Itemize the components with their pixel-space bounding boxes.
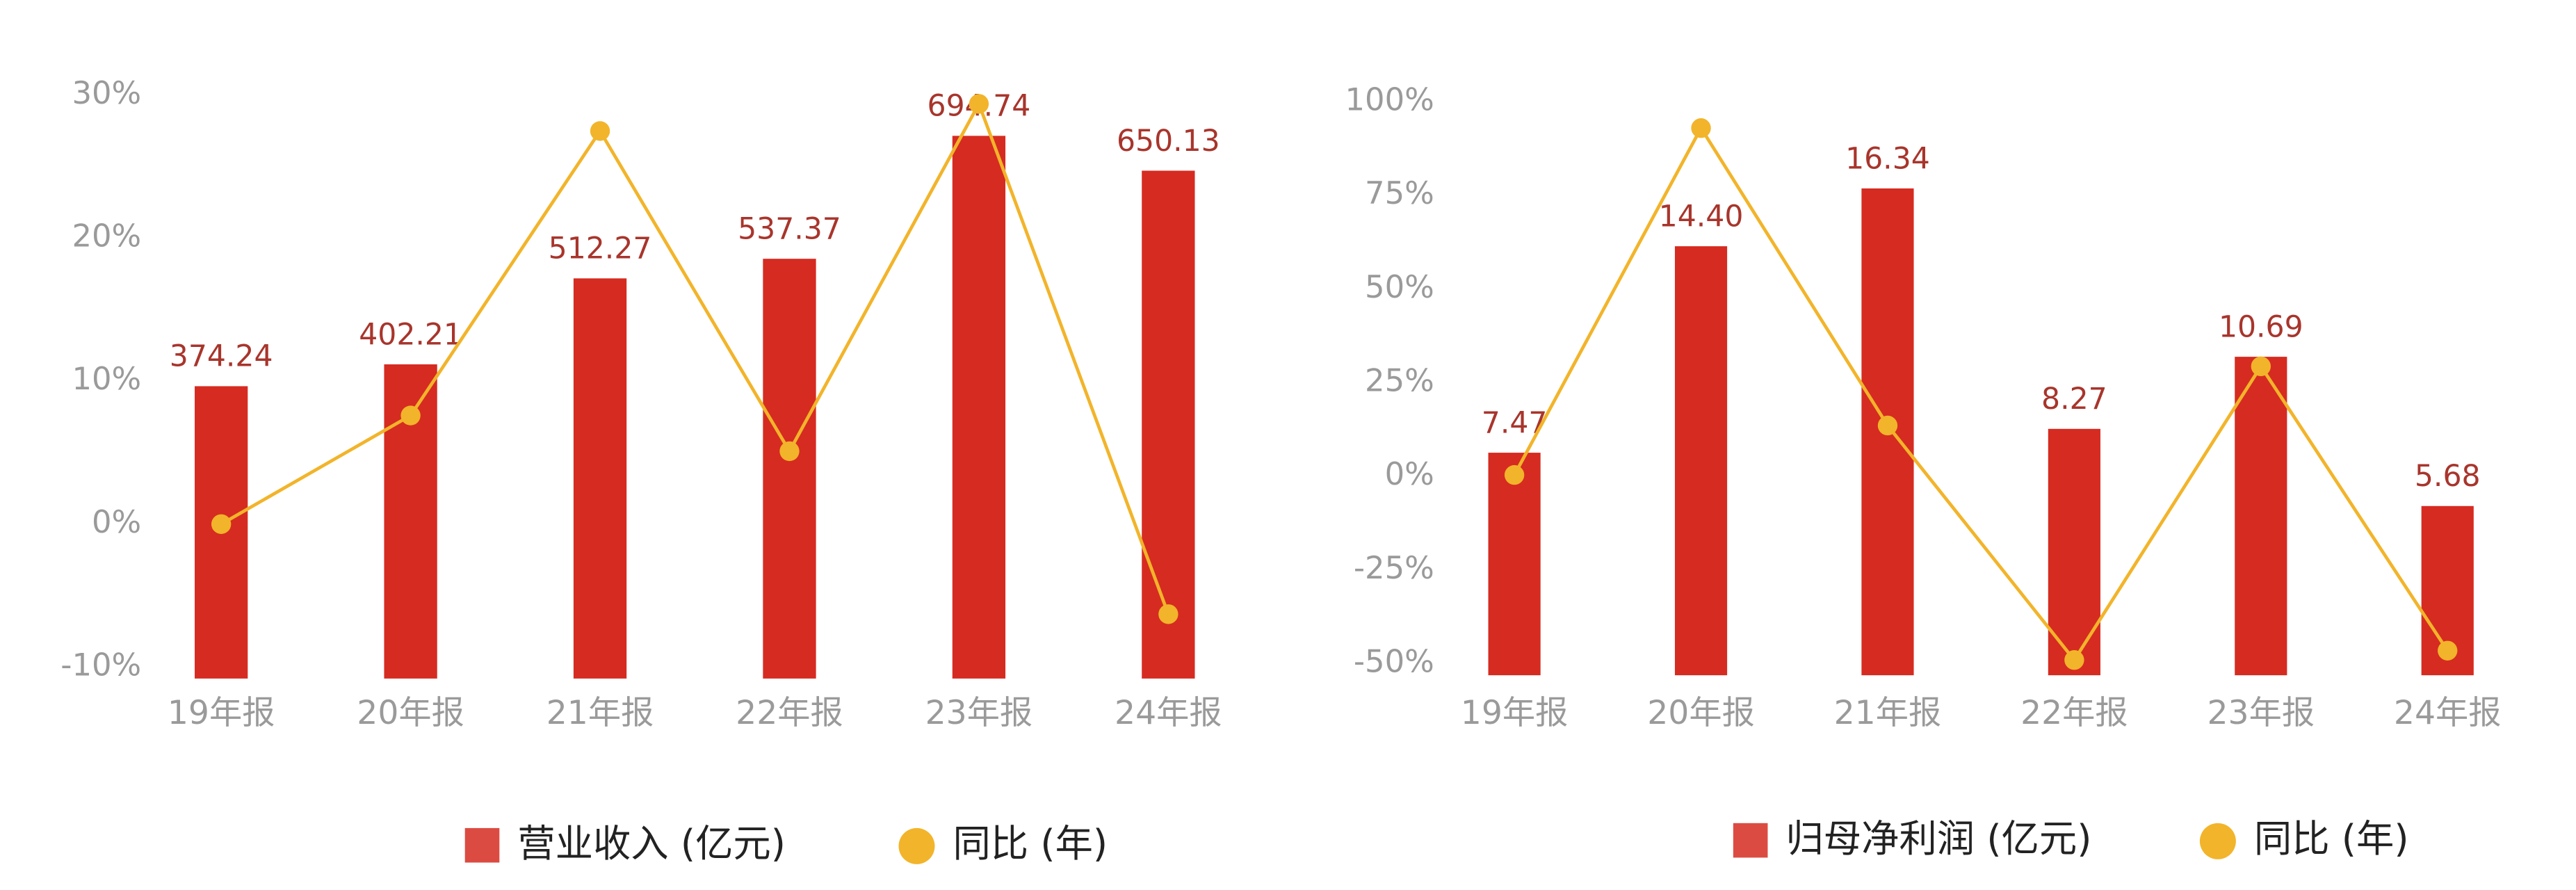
line bbox=[220, 99, 1170, 615]
legend-swatch bbox=[2199, 823, 2236, 859]
bar bbox=[1142, 170, 1195, 679]
line-point bbox=[211, 514, 232, 534]
data-label: 402.21 bbox=[359, 318, 462, 352]
x-tick-label: 19年报 bbox=[168, 694, 275, 732]
bar bbox=[952, 136, 1006, 679]
y-tick-label: 20% bbox=[72, 218, 141, 254]
x-tick-label: 20年报 bbox=[1647, 694, 1755, 732]
x-tick-label: 19年报 bbox=[1461, 694, 1569, 732]
data-label: 16.34 bbox=[1845, 142, 1930, 176]
line-point bbox=[400, 405, 421, 426]
data-label: 8.27 bbox=[2041, 382, 2107, 416]
legend-swatch bbox=[1733, 823, 1768, 858]
data-label: 10.69 bbox=[2219, 310, 2303, 344]
data-label: 374.24 bbox=[170, 340, 273, 374]
y-tick-label: -10% bbox=[60, 646, 141, 683]
line-point bbox=[2438, 640, 2458, 661]
y-tick-label: 30% bbox=[72, 74, 141, 111]
y-tick-label: 10% bbox=[72, 360, 141, 397]
line-point bbox=[969, 94, 989, 114]
line bbox=[1513, 124, 2449, 663]
x-tick-label: 20年报 bbox=[357, 694, 464, 732]
line-point bbox=[1158, 604, 1178, 624]
x-tick-label: 21年报 bbox=[1834, 694, 1942, 732]
x-tick-label: 24年报 bbox=[2394, 694, 2502, 732]
y-tick-label: 100% bbox=[1345, 81, 1434, 118]
bar bbox=[1488, 453, 1541, 676]
line-point bbox=[1504, 464, 1525, 485]
x-tick-label: 22年报 bbox=[2020, 694, 2128, 732]
line-point bbox=[1877, 415, 1898, 436]
line-point bbox=[1691, 118, 1711, 138]
data-label: 512.27 bbox=[549, 232, 652, 266]
x-tick-label: 23年报 bbox=[2207, 694, 2315, 732]
line-point bbox=[2064, 650, 2084, 670]
data-label: 5.68 bbox=[2415, 460, 2481, 494]
y-tick-label: 75% bbox=[1365, 175, 1434, 211]
legend-label: 营业收入 (亿元) bbox=[517, 822, 786, 866]
y-tick-label: 0% bbox=[92, 503, 141, 540]
data-label: 537.37 bbox=[738, 212, 841, 246]
data-label: 14.40 bbox=[1659, 200, 1744, 234]
x-tick-label: 21年报 bbox=[546, 694, 654, 732]
line-point bbox=[779, 441, 800, 462]
x-tick-label: 23年报 bbox=[925, 694, 1033, 732]
bar bbox=[573, 278, 627, 679]
y-tick-label: -50% bbox=[1354, 643, 1434, 680]
x-tick-label: 24年报 bbox=[1115, 694, 1222, 732]
legend-label: 同比 (年) bbox=[2254, 817, 2409, 861]
bar bbox=[1674, 246, 1728, 676]
line-point bbox=[2251, 356, 2271, 377]
bar bbox=[763, 259, 816, 679]
legend-label: 同比 (年) bbox=[953, 822, 1108, 866]
legend-swatch bbox=[898, 827, 935, 864]
data-label: 650.13 bbox=[1117, 124, 1220, 159]
x-tick-label: 22年报 bbox=[736, 694, 843, 732]
legend-swatch bbox=[464, 827, 500, 863]
y-tick-label: 25% bbox=[1365, 362, 1434, 399]
y-tick-label: -25% bbox=[1354, 549, 1434, 586]
line-point bbox=[590, 121, 610, 141]
legend-label: 归母净利润 (亿元) bbox=[1785, 817, 2091, 861]
bar bbox=[2235, 357, 2287, 676]
y-tick-label: 0% bbox=[1385, 455, 1434, 492]
y-tick-label: 50% bbox=[1365, 268, 1434, 305]
